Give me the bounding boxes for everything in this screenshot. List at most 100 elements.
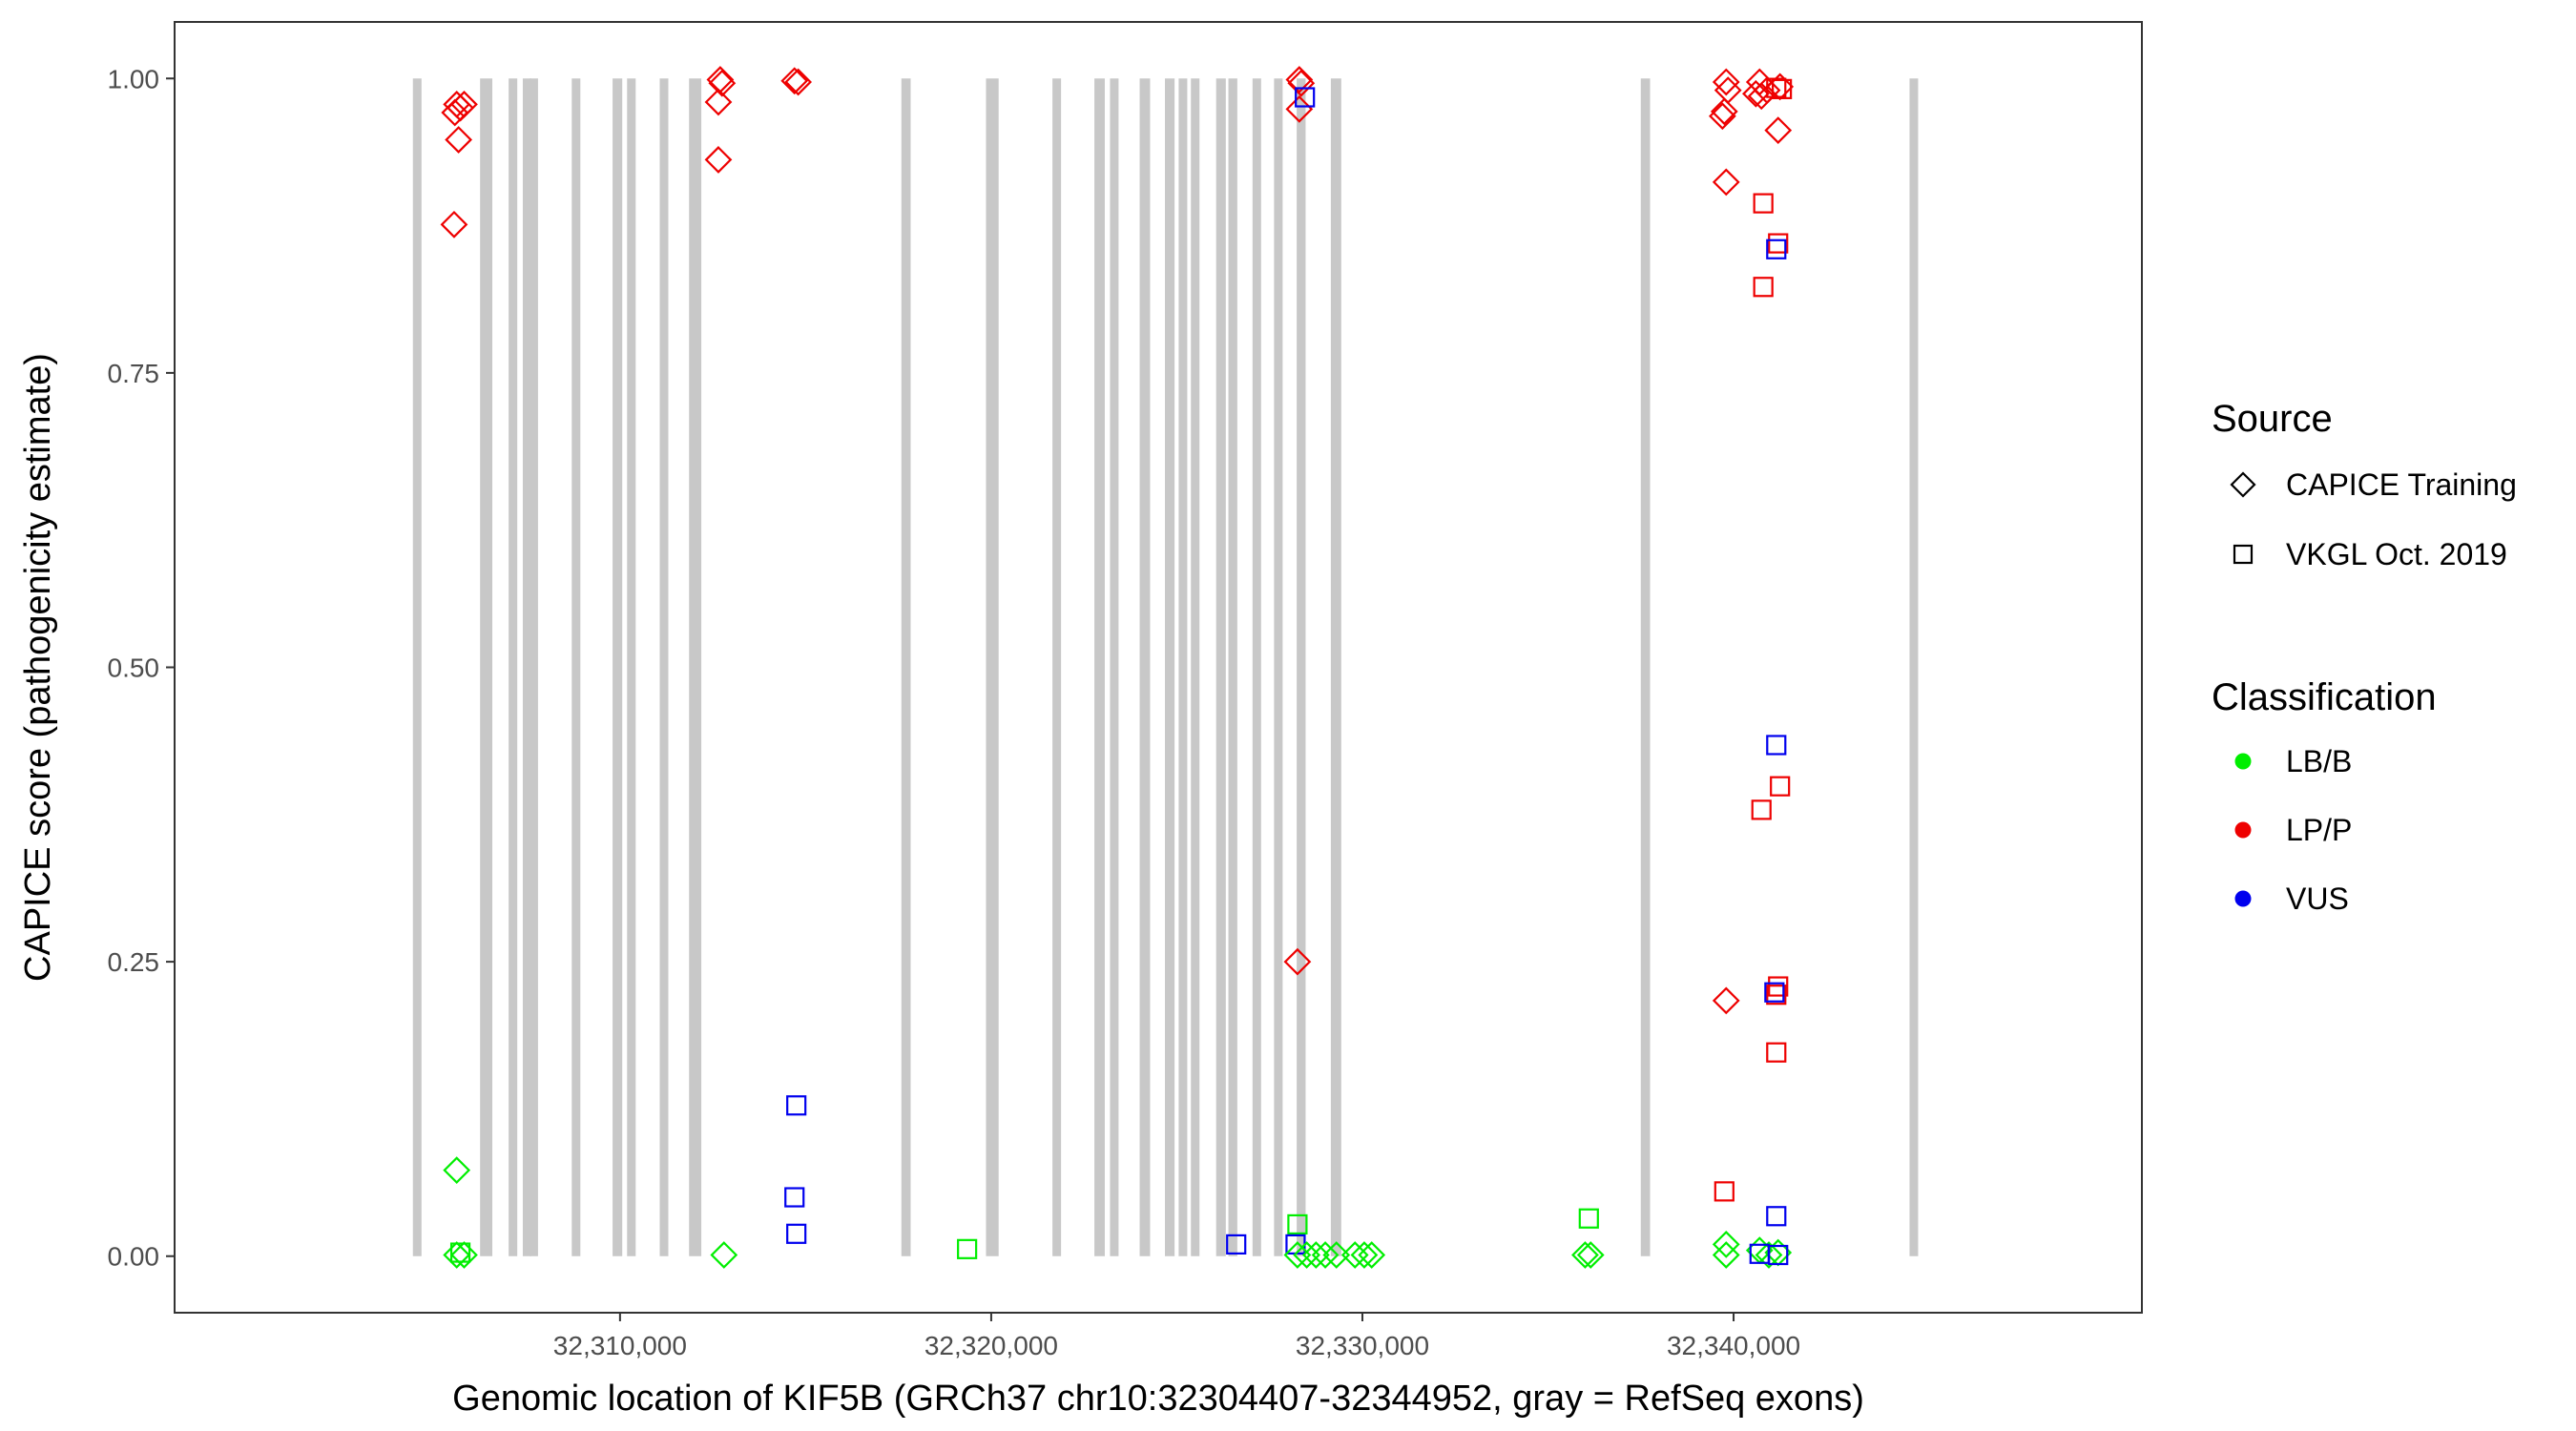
- point-capice-training: [710, 1241, 738, 1269]
- exon-band: [1191, 78, 1200, 1256]
- point-capice-training: [1301, 1241, 1330, 1269]
- legend-color-key: [2234, 753, 2252, 770]
- point-vkgl: [1770, 776, 1791, 797]
- point-capice-training: [1764, 116, 1793, 144]
- exon-band: [1139, 78, 1151, 1256]
- point-capice-training: [1712, 68, 1740, 96]
- y-tick-label: 0.25: [108, 947, 160, 977]
- plot-panel-border: [174, 21, 2143, 1314]
- point-vkgl: [1766, 238, 1787, 259]
- x-tick-label: 32,340,000: [1667, 1331, 1800, 1360]
- legend-square-key: [2233, 544, 2254, 565]
- point-vkgl: [786, 1223, 807, 1244]
- legend-items: CAPICE Training VKGL Oct. 2019 LB/B LP/P VUS: [2230, 467, 2517, 916]
- point-vkgl: [786, 1095, 807, 1116]
- exon-band: [1252, 78, 1261, 1256]
- exon-band: [1909, 78, 1919, 1256]
- point-vkgl: [1766, 735, 1787, 756]
- legend: Source Classification CAPICE Training VKG…: [2212, 398, 2517, 916]
- point-capice-training: [1350, 1241, 1379, 1269]
- point-capice-training: [1285, 66, 1314, 93]
- point-capice-training: [1285, 94, 1314, 123]
- point-vkgl: [1287, 1213, 1308, 1235]
- legend-source-label: CAPICE Training: [2286, 467, 2517, 502]
- exon-band: [901, 78, 911, 1256]
- x-axis: 32,310,000 32,320,000 32,330,000 32,340,000: [553, 1313, 1800, 1360]
- exon-band: [627, 78, 636, 1256]
- point-capice-training: [443, 1241, 471, 1269]
- exon-band: [1640, 78, 1651, 1256]
- point-vkgl: [1764, 982, 1785, 1003]
- point-vkgl: [1766, 77, 1787, 98]
- point-vkgl: [1753, 277, 1774, 298]
- legend-diamond-key: [2230, 471, 2256, 498]
- exon-band: [1330, 78, 1341, 1256]
- legend-classification-title: Classification: [2212, 676, 2437, 718]
- exon-band: [1215, 78, 1226, 1256]
- point-capice-training: [704, 146, 733, 174]
- point-vkgl: [957, 1238, 978, 1259]
- point-capice-training: [708, 69, 737, 97]
- exon-band: [571, 78, 581, 1256]
- legend-classification-label: LP/P: [2286, 813, 2352, 847]
- legend-classification-label: LB/B: [2286, 744, 2352, 778]
- exon-band: [529, 78, 538, 1256]
- point-vkgl: [1295, 87, 1316, 108]
- point-capice-training: [1712, 986, 1740, 1015]
- exon-band: [412, 78, 422, 1256]
- legend-color-key: [2234, 821, 2252, 839]
- point-vkgl: [1768, 233, 1789, 254]
- point-vkgl: [1766, 1206, 1787, 1227]
- point-capice-training: [1571, 1241, 1599, 1269]
- point-vkgl: [1226, 1234, 1247, 1255]
- point-capice-training: [1712, 168, 1740, 197]
- x-tick-label: 32,330,000: [1296, 1331, 1429, 1360]
- point-capice-training: [784, 68, 812, 96]
- point-capice-training: [443, 91, 471, 118]
- point-capice-training: [450, 1241, 478, 1269]
- point-vkgl: [1753, 193, 1774, 214]
- legend-color-key: [2234, 890, 2252, 907]
- point-vkgl: [1766, 985, 1787, 1006]
- point-capice-training: [1358, 1241, 1386, 1269]
- x-axis-title: Genomic location of KIF5B (GRCh37 chr10:…: [452, 1379, 1864, 1419]
- exon-band: [1110, 78, 1119, 1256]
- point-capice-training: [1283, 947, 1312, 976]
- point-capice-training: [1708, 102, 1736, 131]
- point-capice-training: [1712, 1231, 1740, 1258]
- point-vkgl: [449, 1242, 471, 1263]
- point-capice-training: [1311, 1241, 1340, 1269]
- point-capice-training: [1742, 79, 1770, 108]
- point-vkgl: [1714, 1181, 1735, 1202]
- exon-band: [1094, 78, 1105, 1256]
- point-capice-training: [443, 1156, 471, 1185]
- point-capice-training: [1340, 1241, 1369, 1269]
- exon-band: [1274, 78, 1283, 1256]
- data-points: [440, 66, 1795, 1269]
- exon-band: [659, 78, 669, 1256]
- legend-source-title: Source: [2212, 398, 2333, 440]
- exon-band: [509, 78, 518, 1256]
- exon-band: [1165, 78, 1175, 1256]
- exon-band: [1297, 78, 1306, 1256]
- point-capice-training: [447, 93, 474, 122]
- point-vkgl: [1772, 78, 1793, 99]
- point-capice-training: [1747, 82, 1776, 111]
- point-capice-training: [1322, 1241, 1351, 1269]
- point-capice-training: [445, 126, 473, 154]
- point-vkgl: [1768, 1244, 1789, 1266]
- exon-band: [986, 78, 999, 1256]
- y-tick-label: 0.50: [108, 653, 160, 683]
- x-tick-label: 32,320,000: [924, 1331, 1058, 1360]
- point-capice-training: [1712, 1241, 1740, 1269]
- exon-band: [689, 78, 702, 1256]
- point-capice-training: [1293, 1241, 1321, 1269]
- point-vkgl: [784, 1187, 805, 1208]
- point-capice-training: [1753, 76, 1781, 104]
- point-capice-training: [704, 88, 733, 116]
- exon-band: [1052, 78, 1062, 1256]
- point-capice-training: [1576, 1241, 1605, 1269]
- legend-source-label: VKGL Oct. 2019: [2286, 537, 2507, 571]
- y-axis-title: CAPICE score (pathogenicity estimate): [18, 353, 58, 982]
- y-tick-label: 0.00: [108, 1242, 160, 1272]
